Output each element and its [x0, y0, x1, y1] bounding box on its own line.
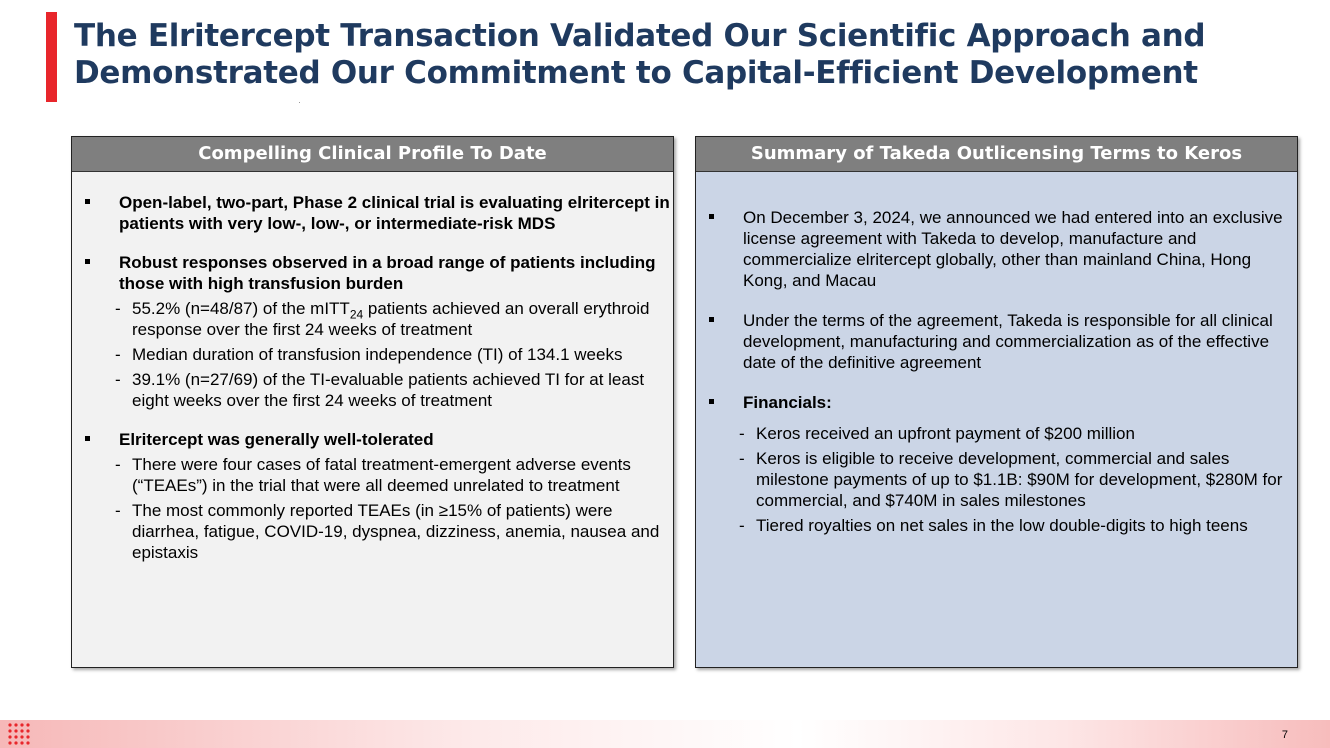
- sub-bullet-item: - 39.1% (n=27/69) of the TI-evaluable pa…: [72, 369, 673, 411]
- bullet-square-icon: [85, 436, 90, 441]
- subscript: 24: [349, 307, 364, 322]
- bullet-text: Robust responses observed in a broad ran…: [119, 253, 656, 293]
- bullet-item: On December 3, 2024, we announced we had…: [696, 207, 1297, 291]
- sub-bullet-text-pre: 55.2% (n=48/87) of the mITT: [132, 299, 350, 318]
- dash-icon: -: [115, 299, 121, 318]
- bullet-text: Open-label, two-part, Phase 2 clinical t…: [119, 193, 670, 233]
- sub-bullet-item: - Keros received an upfront payment of $…: [696, 423, 1297, 444]
- bullet-text: Elritercept was generally well-tolerated: [119, 430, 434, 449]
- sub-bullet-text-post: patients achieved an overall erythroid r…: [132, 299, 650, 339]
- page-number: 7: [1281, 729, 1288, 741]
- bullet-item: Open-label, two-part, Phase 2 clinical t…: [72, 192, 673, 234]
- sub-bullet-text: There were four cases of fatal treatment…: [132, 455, 631, 495]
- dash-icon: -: [115, 345, 121, 364]
- sub-bullet-item: - 55.2% (n=48/87) of the mITT24 patients…: [72, 298, 673, 340]
- page-title: The Elritercept Transaction Validated Ou…: [74, 18, 1274, 92]
- footer-gradient-bar: [0, 720, 1330, 748]
- keros-logo-icon: [8, 723, 30, 745]
- sub-bullet-text: Keros received an upfront payment of $20…: [756, 424, 1135, 443]
- sub-bullet-item: - Keros is eligible to receive developme…: [696, 448, 1297, 511]
- outlicensing-terms-panel: Summary of Takeda Outlicensing Terms to …: [695, 136, 1298, 668]
- sub-bullet-text: The most commonly reported TEAEs (in ≥15…: [132, 501, 660, 562]
- bullet-square-icon: [709, 317, 714, 322]
- bullet-item: Robust responses observed in a broad ran…: [72, 252, 673, 294]
- bullet-text: On December 3, 2024, we announced we had…: [743, 208, 1283, 290]
- sub-bullet-item: - The most commonly reported TEAEs (in ≥…: [72, 500, 673, 563]
- bullet-item: Under the terms of the agreement, Takeda…: [696, 310, 1297, 373]
- sub-bullet-text: Keros is eligible to receive development…: [756, 449, 1283, 510]
- sub-bullet-text: 39.1% (n=27/69) of the TI-evaluable pati…: [132, 370, 645, 410]
- bullet-square-icon: [709, 399, 714, 404]
- outlicensing-terms-header: Summary of Takeda Outlicensing Terms to …: [696, 137, 1297, 172]
- dash-icon: -: [739, 424, 745, 443]
- bullet-square-icon: [85, 199, 90, 204]
- dash-icon: -: [115, 370, 121, 389]
- stray-dot: [299, 102, 300, 103]
- page-title-line2: Demonstrated Our Commitment to Capital-E…: [74, 55, 1198, 91]
- sub-bullet-item: - Tiered royalties on net sales in the l…: [696, 515, 1297, 536]
- title-accent-bar: [46, 12, 57, 102]
- clinical-profile-header: Compelling Clinical Profile To Date: [72, 137, 673, 172]
- dash-icon: -: [115, 501, 121, 520]
- bullet-text: Financials:: [743, 393, 832, 412]
- dash-icon: -: [115, 455, 121, 474]
- clinical-profile-body: Open-label, two-part, Phase 2 clinical t…: [72, 172, 673, 563]
- dash-icon: -: [739, 449, 745, 468]
- sub-bullet-item: - There were four cases of fatal treatme…: [72, 454, 673, 496]
- page-title-line1: The Elritercept Transaction Validated Ou…: [74, 18, 1206, 54]
- sub-bullet-text: Tiered royalties on net sales in the low…: [756, 516, 1248, 535]
- clinical-profile-panel: Compelling Clinical Profile To Date Open…: [71, 136, 674, 668]
- sub-bullet-item: - Median duration of transfusion indepen…: [72, 344, 673, 365]
- bullet-square-icon: [85, 259, 90, 264]
- bullet-item: Financials:: [696, 392, 1297, 413]
- bullet-item: Elritercept was generally well-tolerated: [72, 429, 673, 450]
- bullet-square-icon: [709, 214, 714, 219]
- sub-bullet-text: Median duration of transfusion independe…: [132, 345, 623, 364]
- bullet-text: Under the terms of the agreement, Takeda…: [743, 311, 1273, 372]
- dash-icon: -: [739, 516, 745, 535]
- outlicensing-terms-body: On December 3, 2024, we announced we had…: [696, 172, 1297, 536]
